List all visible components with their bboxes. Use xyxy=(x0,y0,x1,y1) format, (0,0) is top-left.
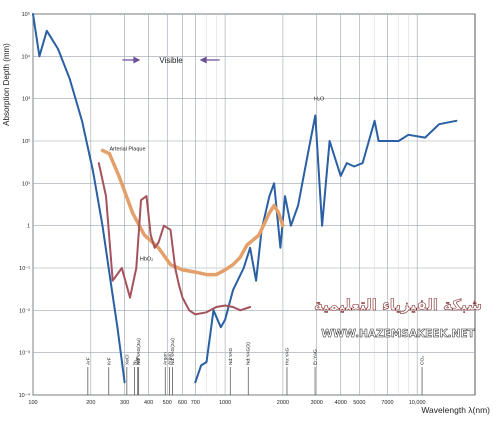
y-tick-label: 10⁻³ xyxy=(19,351,30,357)
series-line-arterial-plaque xyxy=(100,148,285,277)
series-label: H₂O xyxy=(314,97,325,103)
laser-marker-label: XeCl xyxy=(124,355,130,365)
laser-marker-label: N₂ xyxy=(132,360,138,365)
y-tick-label: 10⁵ xyxy=(22,11,30,18)
x-tick-label: 2000 xyxy=(277,400,289,406)
watermark-arabic: شبكة الفيزياء التعليمية xyxy=(314,296,482,314)
visible-arrow-left-head xyxy=(133,56,141,64)
x-tick-label: 400 xyxy=(144,400,153,406)
y-tick-label: 10⁻¹ xyxy=(19,266,30,272)
laser-marker-label: Nd:YAG(2ω) xyxy=(170,338,176,365)
visible-label: Visible xyxy=(159,56,183,65)
x-tick-label: 700 xyxy=(191,400,200,406)
watermark-url: WWW.HAZEMSAKEEK.NET xyxy=(321,328,475,340)
x-tick-label: 7000 xyxy=(381,400,393,406)
laser-marker-label: CO₂ xyxy=(420,356,426,365)
y-tick-label: 10¹ xyxy=(22,181,30,187)
x-tick-label: 5000 xyxy=(353,400,365,406)
series-label: Arterial Plaque xyxy=(109,146,145,152)
x-tick-label: 1000 xyxy=(219,400,231,406)
x-tick-label: 300 xyxy=(120,400,129,406)
x-tick-label: 10,000 xyxy=(409,400,426,406)
x-tick-label: 4000 xyxy=(335,400,347,406)
series-line-hbo- xyxy=(97,162,252,316)
laser-marker-label: XeF xyxy=(135,356,141,365)
laser-marker-label: ArF xyxy=(85,357,91,365)
visible-arrow-right-head xyxy=(199,56,207,64)
x-tick-label: 600 xyxy=(178,400,187,406)
y-axis-label: Absorption Depth (mm) xyxy=(2,43,11,126)
laser-marker-label: Nd:YAG xyxy=(228,347,234,365)
y-tick-label: 10⁻² xyxy=(19,308,30,314)
y-tick-label: 10³ xyxy=(22,97,30,103)
laser-marker-label: Argon xyxy=(167,352,173,365)
laser-marker-label: KrF xyxy=(106,357,112,365)
y-tick-label: 1 xyxy=(27,224,30,230)
laser-marker-label: Ho:YAG xyxy=(284,347,290,365)
series-line-h-o xyxy=(194,114,458,384)
x-tick-label: 500 xyxy=(163,400,172,406)
series-line-protein xyxy=(32,13,126,384)
laser-marker-label: Er:YAG xyxy=(313,349,319,365)
laser-marker-label: Argon xyxy=(163,352,169,365)
y-tick-label: 10⁴ xyxy=(22,53,31,60)
x-tick-label: 100 xyxy=(28,400,37,406)
y-tick-label: 10⁻⁴ xyxy=(19,392,31,399)
laser-marker-label: Nd:YAG(3ω) xyxy=(136,338,142,365)
series-label: HbO₂ xyxy=(140,257,153,263)
y-tick-label: 10² xyxy=(22,139,30,145)
laser-marker-label: Nd:YAG(λ) xyxy=(246,342,252,365)
x-tick-label: 200 xyxy=(86,400,95,406)
x-axis-label: Wavelength λ(nm) xyxy=(421,405,490,415)
x-tick-label: 3000 xyxy=(311,400,323,406)
